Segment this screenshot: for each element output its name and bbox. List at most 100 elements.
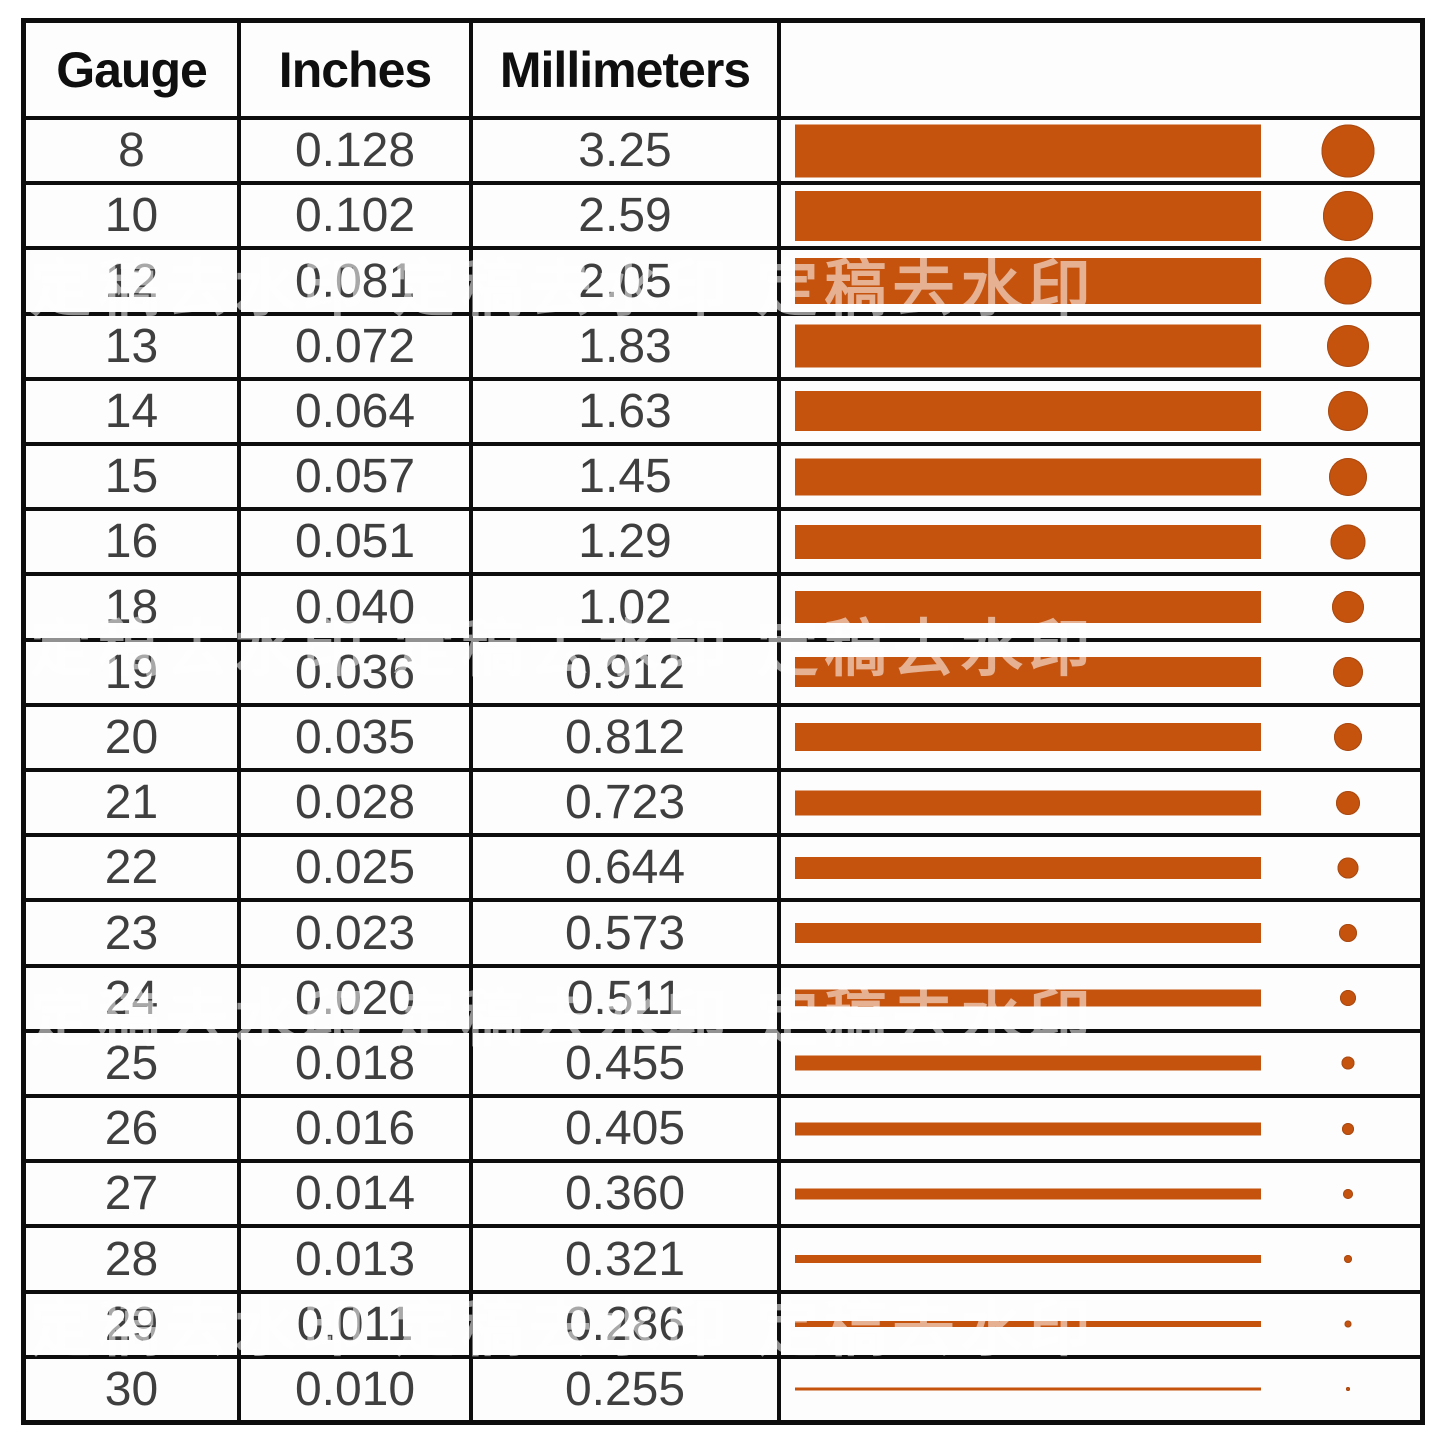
- gauge-cell: 25: [26, 1032, 241, 1095]
- size-visual-cell: [781, 185, 1420, 246]
- table-row: 8 0.128 3.25: [26, 120, 1420, 186]
- millimeters-cell: 0.455: [473, 1032, 781, 1095]
- gauge-cell: 21: [26, 772, 241, 834]
- size-visual-cell: [781, 1228, 1420, 1289]
- table-header-row: Gauge Inches Millimeters: [26, 23, 1420, 120]
- inches-cell: 0.040: [241, 576, 473, 638]
- inches-cell: 0.023: [241, 902, 473, 964]
- gauge-cell: 27: [26, 1163, 241, 1225]
- millimeters-cell: 0.405: [473, 1098, 781, 1160]
- inches-cell: 0.011: [241, 1293, 473, 1355]
- inches-cell: 0.014: [241, 1163, 473, 1225]
- gauge-cell: 12: [26, 250, 241, 312]
- wire-diameter-dot: [1344, 1255, 1352, 1264]
- size-visual-cell: [781, 837, 1420, 898]
- size-visual-cell: [781, 1163, 1420, 1224]
- table-row: 10 0.102 2.59: [26, 185, 1420, 251]
- wire-diameter-dot: [1329, 457, 1367, 496]
- inches-cell: 0.013: [241, 1228, 473, 1290]
- wire-thickness-bar: [795, 591, 1261, 624]
- inches-cell: 0.018: [241, 1032, 473, 1095]
- wire-diameter-dot: [1327, 325, 1369, 368]
- wire-diameter-dot: [1342, 1122, 1354, 1135]
- table-row: 27 0.014 0.360: [26, 1163, 1420, 1229]
- gauge-cell: 15: [26, 446, 241, 508]
- size-visual-cell: [781, 707, 1420, 768]
- wire-diameter-dot: [1341, 1056, 1355, 1070]
- millimeters-cell: 1.29: [473, 511, 781, 573]
- inches-cell: 0.128: [241, 120, 473, 182]
- wire-diameter-dot: [1332, 591, 1364, 624]
- size-visual-cell: [781, 316, 1420, 377]
- size-visual-cell: [781, 576, 1420, 637]
- wire-thickness-bar: [795, 258, 1261, 304]
- millimeters-cell: 0.255: [473, 1358, 781, 1421]
- millimeters-cell: 0.644: [473, 837, 781, 899]
- gauge-cell: 14: [26, 380, 241, 443]
- millimeters-cell: 0.511: [473, 967, 781, 1029]
- inches-cell: 0.020: [241, 967, 473, 1029]
- millimeters-cell: 0.286: [473, 1293, 781, 1355]
- millimeters-cell: 2.05: [473, 250, 781, 312]
- gauge-cell: 8: [26, 120, 241, 182]
- millimeters-cell: 0.723: [473, 772, 781, 834]
- millimeters-cell: 1.02: [473, 576, 781, 638]
- size-visual-cell: [781, 968, 1420, 1029]
- wire-thickness-bar: [795, 524, 1261, 559]
- gauge-cell: 30: [26, 1358, 241, 1421]
- wire-diameter-dot: [1328, 391, 1368, 432]
- wire-thickness-bar: [795, 1387, 1261, 1391]
- table-row: 25 0.018 0.455: [26, 1032, 1420, 1099]
- millimeters-cell: 1.83: [473, 315, 781, 377]
- wire-thickness-bar: [795, 391, 1261, 432]
- wire-thickness-bar: [795, 723, 1261, 752]
- inches-cell: 0.102: [241, 185, 473, 247]
- table-row: 20 0.035 0.812: [26, 706, 1420, 773]
- table-row: 29 0.011 0.286: [26, 1293, 1420, 1359]
- millimeters-cell: 0.812: [473, 706, 781, 769]
- gauge-cell: 26: [26, 1098, 241, 1160]
- wire-diameter-dot: [1324, 257, 1372, 305]
- inches-cell: 0.081: [241, 250, 473, 312]
- size-visual-cell: [781, 1359, 1420, 1420]
- gauge-cell: 29: [26, 1293, 241, 1355]
- gauge-cell: 23: [26, 902, 241, 964]
- wire-thickness-bar: [795, 190, 1261, 241]
- wire-diameter-dot: [1343, 1188, 1353, 1199]
- millimeters-cell: 2.59: [473, 185, 781, 247]
- millimeters-cell: 3.25: [473, 120, 781, 182]
- header-millimeters: Millimeters: [473, 23, 781, 116]
- inches-cell: 0.064: [241, 380, 473, 443]
- table-row: 30 0.010 0.255: [26, 1358, 1420, 1421]
- size-visual-cell: [781, 772, 1420, 833]
- size-visual-cell: [781, 250, 1420, 311]
- wire-diameter-dot: [1337, 857, 1359, 879]
- millimeters-cell: 0.912: [473, 641, 781, 703]
- gauge-cell: 13: [26, 315, 241, 377]
- table-row: 18 0.040 1.02: [26, 576, 1420, 642]
- gauge-cell: 24: [26, 967, 241, 1029]
- header-visual: [781, 23, 1420, 116]
- wire-thickness-bar: [795, 124, 1261, 178]
- wire-thickness-bar: [795, 1055, 1261, 1071]
- gauge-cell: 18: [26, 576, 241, 638]
- table-row: 21 0.028 0.723: [26, 772, 1420, 838]
- millimeters-cell: 0.321: [473, 1228, 781, 1290]
- millimeters-cell: 1.45: [473, 446, 781, 508]
- size-visual-cell: [781, 1098, 1420, 1159]
- millimeters-cell: 1.63: [473, 380, 781, 443]
- size-visual-cell: [781, 902, 1420, 963]
- wire-thickness-bar: [795, 790, 1261, 816]
- inches-cell: 0.035: [241, 706, 473, 769]
- wire-thickness-bar: [795, 324, 1261, 368]
- table-row: 19 0.036 0.912: [26, 641, 1420, 707]
- millimeters-cell: 0.360: [473, 1163, 781, 1225]
- inches-cell: 0.072: [241, 315, 473, 377]
- wire-thickness-bar: [795, 856, 1261, 879]
- inches-cell: 0.028: [241, 772, 473, 834]
- wire-diameter-dot: [1344, 1320, 1352, 1328]
- header-gauge: Gauge: [26, 23, 241, 116]
- table-row: 16 0.051 1.29: [26, 511, 1420, 577]
- wire-diameter-dot: [1340, 990, 1356, 1007]
